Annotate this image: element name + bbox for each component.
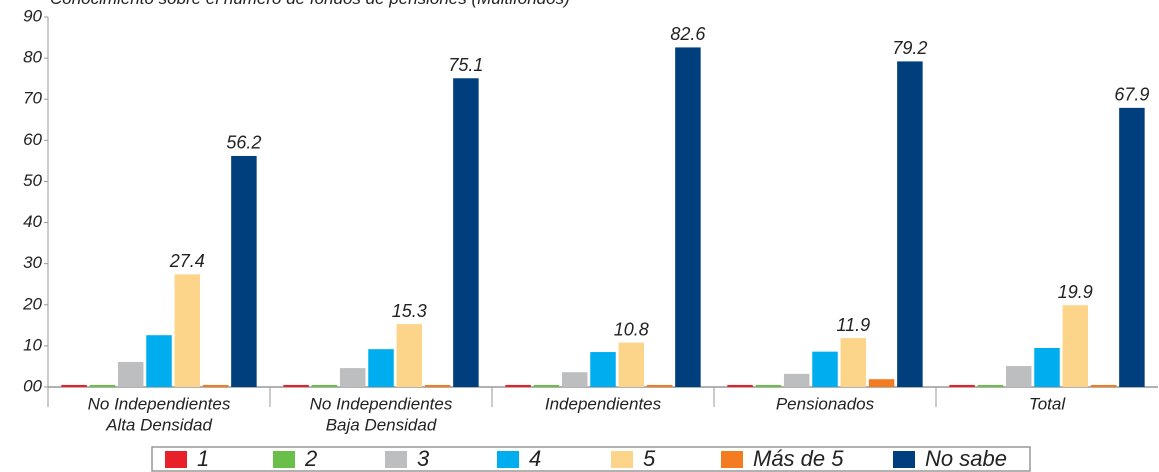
legend-label: No sabe	[925, 446, 1007, 471]
data-label: 27.4	[169, 251, 205, 271]
bar	[1090, 384, 1117, 387]
bar	[1034, 347, 1060, 387]
x-tick-label: Alta Densidad	[105, 415, 212, 434]
bar	[89, 384, 116, 387]
x-tick-label: Total	[1029, 394, 1066, 413]
x-tick-label: Pensionados	[776, 394, 875, 413]
data-label: 15.3	[392, 301, 427, 321]
bar	[368, 349, 394, 387]
bar	[117, 361, 144, 387]
bar	[453, 78, 479, 387]
bar	[618, 342, 645, 387]
bar	[783, 373, 810, 387]
bar	[897, 61, 923, 388]
y-tick-label: 90	[23, 6, 42, 25]
bar	[146, 335, 172, 387]
y-tick-label: 10	[23, 335, 42, 354]
bar	[311, 384, 338, 387]
y-tick-label: 30	[23, 253, 42, 272]
y-tick-label: 80	[23, 48, 42, 67]
y-tick-label: 20	[22, 294, 42, 313]
bar	[202, 384, 229, 387]
bar	[977, 384, 1004, 387]
data-label: 56.2	[226, 133, 261, 153]
data-label: 10.8	[614, 319, 649, 339]
legend-swatch	[893, 451, 915, 468]
legend-swatch	[497, 451, 519, 468]
data-label: 11.9	[836, 315, 870, 335]
bar	[646, 384, 673, 387]
bar	[283, 384, 309, 387]
data-label: 67.9	[1114, 85, 1149, 105]
bar	[755, 384, 782, 387]
legend-swatch	[273, 451, 295, 468]
chart-title: Conocimiento sobre el número de fondos d…	[50, 0, 570, 8]
legend-swatch	[611, 451, 633, 468]
x-tick-label: Baja Densidad	[326, 415, 437, 434]
bar	[424, 384, 451, 387]
bar	[174, 274, 201, 387]
y-tick-label: 50	[23, 171, 42, 190]
bar	[339, 368, 366, 387]
bar	[1005, 366, 1032, 387]
data-label: 19.9	[1058, 282, 1093, 302]
legend-box	[151, 446, 1031, 472]
bar	[1062, 305, 1089, 387]
y-tick-label: 40	[23, 212, 42, 231]
bar	[1119, 107, 1145, 387]
bar	[949, 384, 975, 387]
legend-label: Más de 5	[753, 446, 844, 471]
legend-swatch	[165, 451, 187, 468]
x-tick-label: Independientes	[545, 394, 662, 413]
bar	[231, 155, 257, 387]
legend-label: 4	[529, 446, 541, 471]
y-tick-label: 70	[23, 89, 42, 108]
x-tick-label: No Independientes	[88, 394, 231, 413]
legend-label: 3	[417, 446, 430, 471]
legend-swatch	[385, 451, 407, 468]
y-tick-label: 00	[23, 376, 42, 395]
bar	[505, 384, 531, 387]
legend-swatch	[721, 451, 743, 468]
data-label: 79.2	[892, 38, 927, 58]
legend-label: 1	[197, 446, 209, 471]
bar	[840, 338, 867, 387]
bar	[868, 379, 895, 387]
bar	[533, 384, 560, 387]
x-tick-label: No Independientes	[310, 394, 453, 413]
legend-label: 2	[304, 446, 317, 471]
y-tick-label: 60	[23, 130, 42, 149]
bar	[675, 47, 701, 388]
bar	[727, 384, 753, 387]
bar	[590, 352, 616, 387]
legend-label: 5	[643, 446, 656, 471]
bar	[396, 324, 423, 387]
data-label: 82.6	[670, 24, 706, 44]
data-label: 75.1	[448, 55, 483, 75]
bar	[561, 372, 588, 387]
bar	[812, 351, 838, 387]
bar	[61, 384, 87, 387]
